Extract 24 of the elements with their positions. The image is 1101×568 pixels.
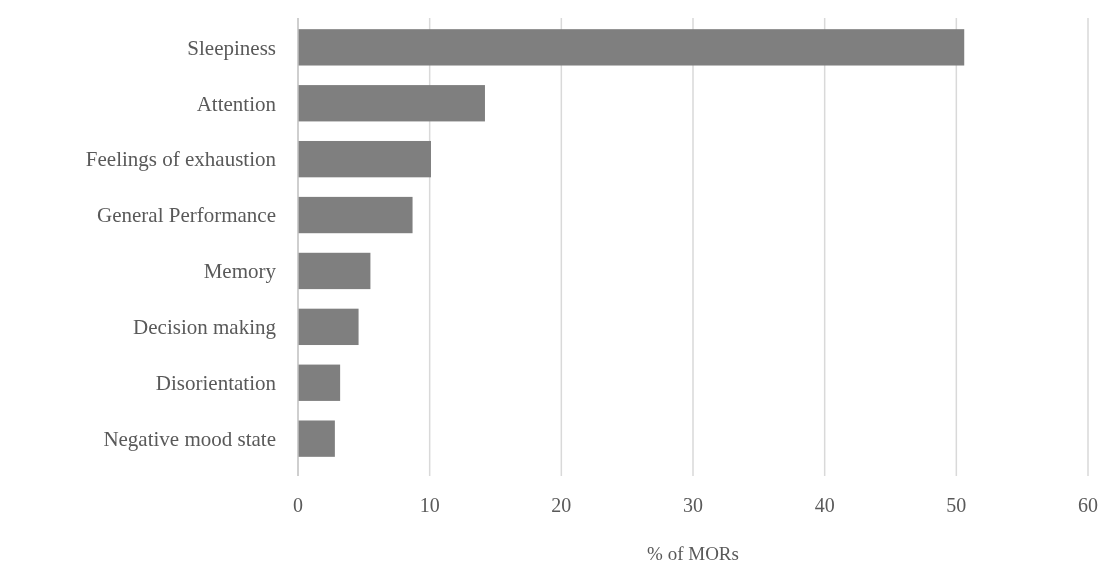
y-tick-label: Decision making bbox=[133, 315, 277, 340]
y-tick-label: Negative mood state bbox=[103, 427, 276, 451]
bar bbox=[298, 140, 431, 178]
x-tick-label: 60 bbox=[1078, 494, 1098, 516]
bar bbox=[298, 308, 359, 346]
x-axis-title: % of MORs bbox=[647, 543, 739, 564]
y-tick-label: General Performance bbox=[97, 203, 276, 228]
y-tick-label: Sleepiness bbox=[187, 35, 276, 60]
x-tick-label: 20 bbox=[551, 494, 572, 516]
bar bbox=[298, 252, 371, 290]
y-tick-label: Feelings of exhaustion bbox=[85, 147, 277, 172]
y-tick-label: Memory bbox=[203, 259, 277, 284]
y-tick-label: Attention bbox=[196, 91, 277, 116]
bar bbox=[298, 85, 485, 122]
x-tick-label: 10 bbox=[419, 494, 440, 516]
bar bbox=[298, 364, 341, 401]
y-tick-label: Disorientation bbox=[155, 371, 277, 396]
x-tick-label: 0 bbox=[293, 494, 303, 516]
bar bbox=[298, 420, 335, 457]
x-tick-label: 40 bbox=[814, 494, 835, 516]
x-tick-label: 50 bbox=[946, 494, 967, 516]
x-tick-label: 30 bbox=[683, 494, 703, 516]
bar bbox=[298, 29, 965, 66]
bar bbox=[298, 196, 413, 234]
